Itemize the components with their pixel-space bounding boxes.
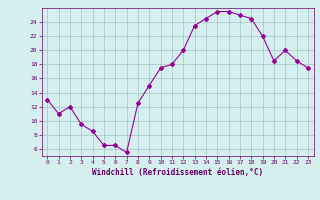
X-axis label: Windchill (Refroidissement éolien,°C): Windchill (Refroidissement éolien,°C)	[92, 168, 263, 177]
